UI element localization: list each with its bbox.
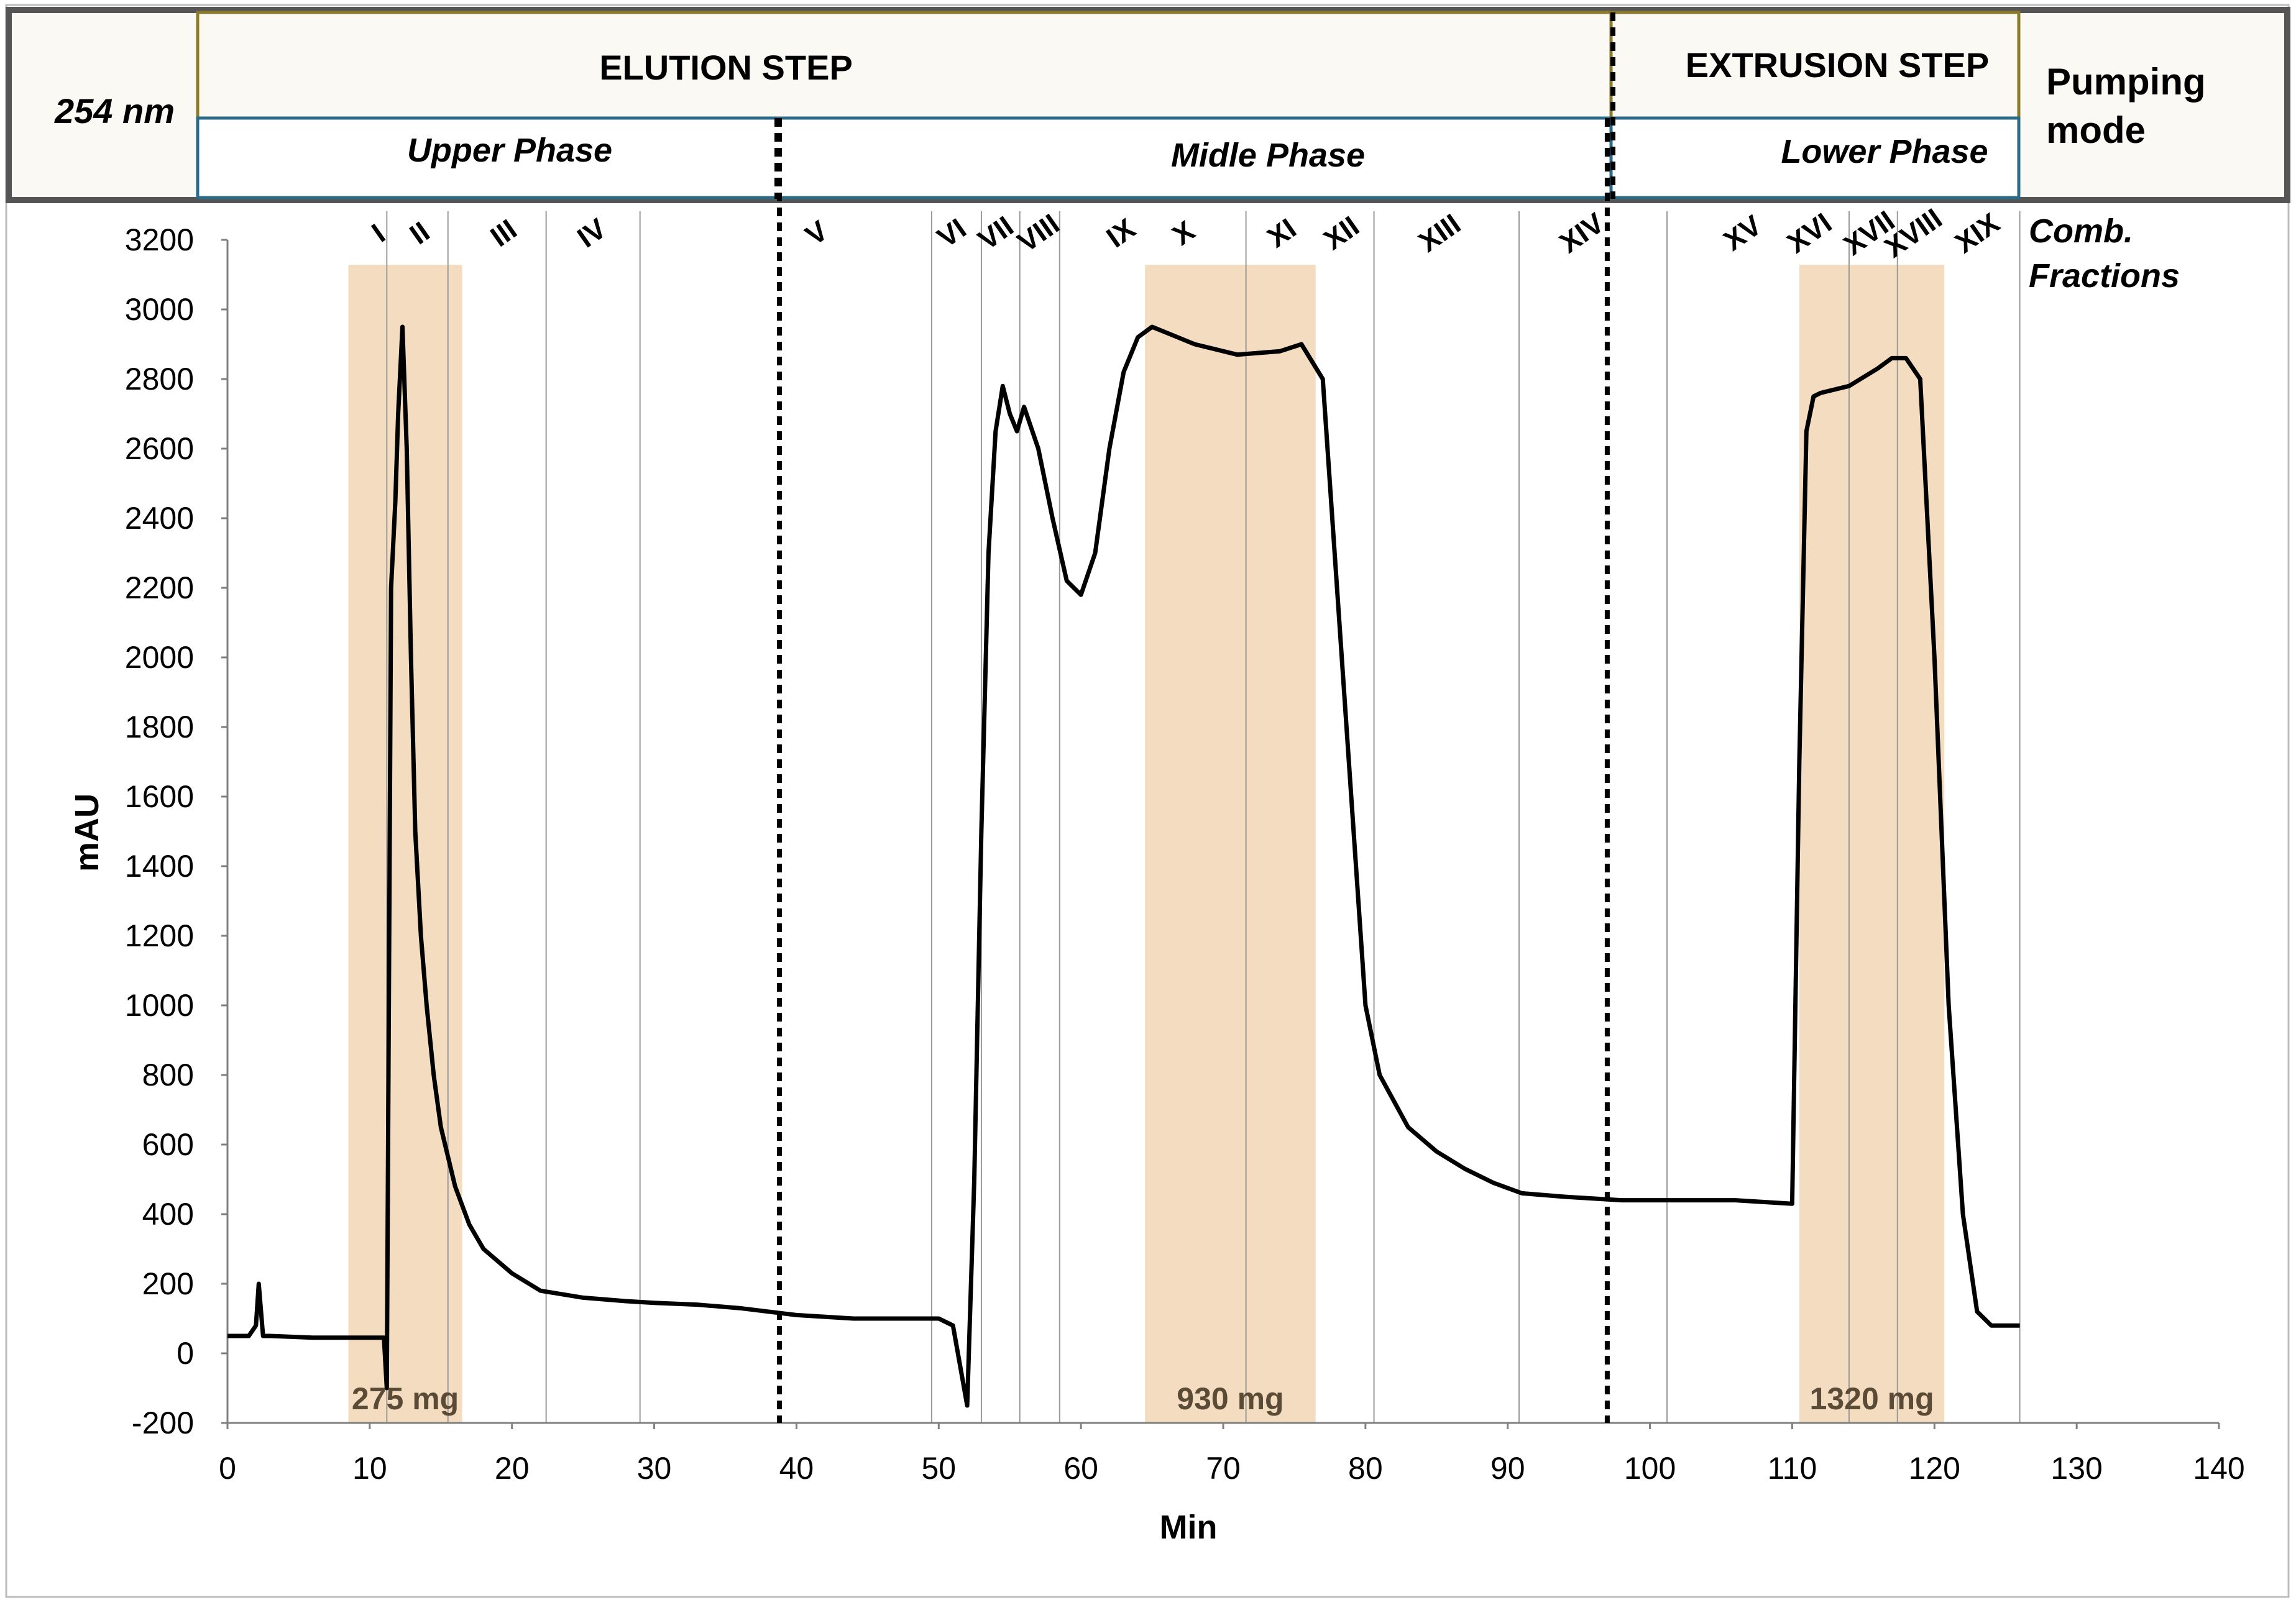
extrusion-step-box: [1609, 11, 2021, 120]
x-tick-label: 130: [2050, 1451, 2102, 1486]
x-tick-label: 50: [921, 1451, 956, 1486]
x-tick-label: 110: [1768, 1451, 1817, 1486]
x-tick-label: 40: [779, 1451, 814, 1486]
y-tick-label: 2200: [125, 570, 194, 605]
y-tick-label: 1600: [125, 779, 194, 814]
phase-divider-lines: [776, 118, 1610, 1423]
x-tick-label: 90: [1490, 1451, 1525, 1486]
lower-phase-label: Lower Phase: [1781, 133, 1988, 170]
fraction-mass-label: 275 mg: [352, 1381, 459, 1416]
combined-fraction-band: [1145, 265, 1316, 1423]
middle-phase-label: Midle Phase: [1171, 137, 1365, 174]
pumping-mode-line1: Pumping: [2046, 61, 2206, 103]
pumping-mode-line2: mode: [2046, 109, 2146, 151]
y-tick-label: 800: [142, 1058, 194, 1092]
y-tick-label: -200: [132, 1406, 194, 1440]
y-tick-label: 1800: [125, 710, 194, 744]
extrusion-step-label: EXTRUSION STEP: [1686, 45, 1990, 85]
x-tick-label: 10: [352, 1451, 387, 1486]
x-tick-label: 70: [1206, 1451, 1241, 1486]
y-tick-label: 1200: [125, 918, 194, 953]
y-tick-label: 0: [177, 1336, 194, 1371]
y-tick-label: 1000: [125, 988, 194, 1023]
y-tick-label: 200: [142, 1266, 194, 1301]
y-tick-label: 400: [142, 1197, 194, 1232]
y-tick-label: 2400: [125, 501, 194, 536]
comb-fractions-label-line2: Fractions: [2029, 257, 2180, 295]
fraction-mass-label: 1320 mg: [1810, 1381, 1934, 1416]
header-bar: 254 nm ELUTION STEP EXTRUSION STEP Upper…: [6, 7, 2290, 203]
x-tick-label: 140: [2193, 1451, 2244, 1486]
combined-fraction-band: [1799, 265, 1945, 1423]
chromatogram-trace: [227, 324, 2020, 1408]
y-tick-label: 1400: [125, 849, 194, 884]
upper-phase-label: Upper Phase: [407, 132, 612, 169]
x-tick-label: 60: [1063, 1451, 1098, 1486]
chart-axes: -200020040060080010001200140016001800200…: [125, 222, 2245, 1486]
phase-row-box: [196, 116, 1613, 199]
y-tick-label: 3000: [125, 292, 194, 327]
y-axis-title: mAU: [68, 793, 106, 872]
lower-phase-box: [1609, 116, 2021, 199]
y-tick-label: 600: [142, 1127, 194, 1162]
fraction-mass-label: 930 mg: [1177, 1381, 1283, 1416]
y-tick-label: 3200: [125, 222, 194, 257]
elution-step-label: ELUTION STEP: [599, 48, 853, 87]
y-tick-label: 2800: [125, 362, 194, 396]
x-tick-label: 20: [495, 1451, 530, 1486]
x-tick-label: 30: [637, 1451, 672, 1486]
x-tick-label: 0: [219, 1451, 236, 1486]
x-tick-label: 80: [1348, 1451, 1383, 1486]
wavelength-label: 254 nm: [54, 91, 175, 130]
x-axis-title: Min: [1160, 1509, 1218, 1546]
fraction-boundary-lines: [386, 211, 2021, 1423]
y-tick-label: 2000: [125, 640, 194, 675]
fraction-mass-labels: 275 mg 930 mg 1320 mg: [352, 1381, 1934, 1416]
y-tick-label: 2600: [125, 431, 194, 466]
combined-fraction-bands: [348, 265, 1945, 1423]
x-tick-label: 120: [1909, 1451, 1960, 1486]
comb-fractions-label-line1: Comb.: [2029, 213, 2133, 250]
x-tick-label: 100: [1624, 1451, 1676, 1486]
